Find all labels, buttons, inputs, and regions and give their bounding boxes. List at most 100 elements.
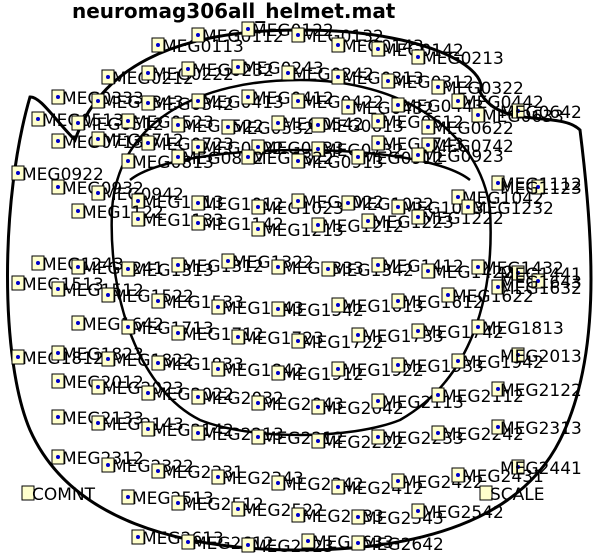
sensor-label: MEG0642 xyxy=(500,103,582,123)
sensor-dot xyxy=(56,185,60,189)
sensor-dot xyxy=(196,145,200,149)
sensor-dot xyxy=(376,263,380,267)
sensor-dot xyxy=(96,137,100,141)
sensor-dot xyxy=(106,357,110,361)
sensor-dot xyxy=(296,199,300,203)
sensor-dot xyxy=(446,293,450,297)
sensor-dot xyxy=(76,209,80,213)
sensor-meg0113: MEG0113 xyxy=(151,37,244,57)
sensor-label: MEG0622 xyxy=(432,119,514,139)
sensor-dot xyxy=(56,455,60,459)
sensor-dot xyxy=(286,71,290,75)
special-label: SCALE xyxy=(490,485,545,505)
sensor-dot xyxy=(236,507,240,511)
sensor-label: MEG1632 xyxy=(500,279,582,299)
sensor-dot xyxy=(146,71,150,75)
sensor-dot xyxy=(136,535,140,539)
sensor-dot xyxy=(56,379,60,383)
sensor-dot xyxy=(436,393,440,397)
sensor-dot xyxy=(56,95,60,99)
sensor-dot xyxy=(146,141,150,145)
sensor-dot xyxy=(246,155,250,159)
sensor-dot xyxy=(476,113,480,117)
sensor-dot xyxy=(476,265,480,269)
sensor-meg1632: MEG1632 xyxy=(491,279,582,299)
sensor-label: MEG2122 xyxy=(500,381,582,401)
sensor-dot xyxy=(466,205,470,209)
special-comnt: COMNT xyxy=(21,485,96,505)
sensor-dot xyxy=(16,171,20,175)
sensor-dot xyxy=(176,123,180,127)
sensor-dot xyxy=(216,475,220,479)
sensor-dot xyxy=(216,367,220,371)
sensor-meg2642: MEG2642 xyxy=(351,535,444,555)
sensor-meg1023: MEG1023 xyxy=(251,199,344,219)
sensor-dot xyxy=(496,387,500,391)
sensor-meg2013: MEG2013 xyxy=(500,347,582,367)
sensor-label: MEG1123 xyxy=(500,179,582,199)
sensor-dot xyxy=(236,65,240,69)
sensor-dot xyxy=(336,303,340,307)
sensor-dot xyxy=(516,271,520,275)
sensor-dot xyxy=(416,329,420,333)
sensor-dot xyxy=(536,279,540,283)
sensor-dot xyxy=(426,143,430,147)
sensor-dot xyxy=(456,195,460,199)
sensor-meg1813: MEG1813 xyxy=(471,319,564,339)
sensor-dot xyxy=(386,79,390,83)
sensor-dot xyxy=(296,513,300,517)
sensor-label: MEG2642 xyxy=(362,535,444,555)
sensor-dot xyxy=(126,325,130,329)
sensor-label: MEG0132 xyxy=(302,27,384,47)
sensor-label: MEG0113 xyxy=(162,37,244,57)
sensor-meg1643: MEG1643 xyxy=(500,273,582,293)
sensor-label: MEG2313 xyxy=(500,419,582,439)
sensor-dot xyxy=(366,219,370,223)
sensor-dot xyxy=(256,227,260,231)
sensor-dot xyxy=(256,145,260,149)
sensor-dot xyxy=(496,425,500,429)
sensor-meg2441: MEG2441 xyxy=(500,459,582,479)
sensor-dot xyxy=(356,155,360,159)
sensor-dot xyxy=(36,261,40,265)
sensor-dot xyxy=(156,43,160,47)
sensor-dot xyxy=(346,105,350,109)
sensor-dot xyxy=(316,223,320,227)
sensor-dot xyxy=(126,159,130,163)
sensor-label: MEG2542 xyxy=(422,503,504,523)
sensor-dot xyxy=(276,481,280,485)
sensor-dot xyxy=(76,265,80,269)
sensor-dot xyxy=(236,335,240,339)
sensor-dot xyxy=(156,469,160,473)
sensor-dot xyxy=(356,333,360,337)
sensor-dot xyxy=(276,307,280,311)
sensor-dot xyxy=(276,265,280,269)
sensor-label: MEG0923 xyxy=(422,147,504,167)
sensor-dot xyxy=(186,540,190,544)
special-box xyxy=(21,485,35,501)
sensor-dot xyxy=(376,399,380,403)
sensor-meg0642: MEG0642 xyxy=(500,103,582,123)
sensor-dot xyxy=(316,405,320,409)
sensor-dot xyxy=(316,147,320,151)
sensor-dot xyxy=(426,269,430,273)
sensor-dot xyxy=(136,199,140,203)
sensor-dot xyxy=(126,119,130,123)
sensor-dot xyxy=(336,485,340,489)
sensor-dot xyxy=(256,205,260,209)
sensor-dot xyxy=(516,109,520,113)
sensor-meg2122: MEG2122 xyxy=(491,381,582,401)
sensor-dot xyxy=(476,325,480,329)
sensor-dot xyxy=(96,421,100,425)
sensor-dot xyxy=(326,267,330,271)
sensor-dot xyxy=(96,191,100,195)
sensor-label: MEG2441 xyxy=(500,459,582,479)
sensor-dot xyxy=(456,359,460,363)
sensor-dot xyxy=(416,55,420,59)
sensor-meg0922: MEG0922 xyxy=(11,165,104,185)
sensor-dot xyxy=(496,285,500,289)
sensor-dot xyxy=(496,181,500,185)
sensor-dot xyxy=(196,33,200,37)
sensor-dot xyxy=(196,201,200,205)
